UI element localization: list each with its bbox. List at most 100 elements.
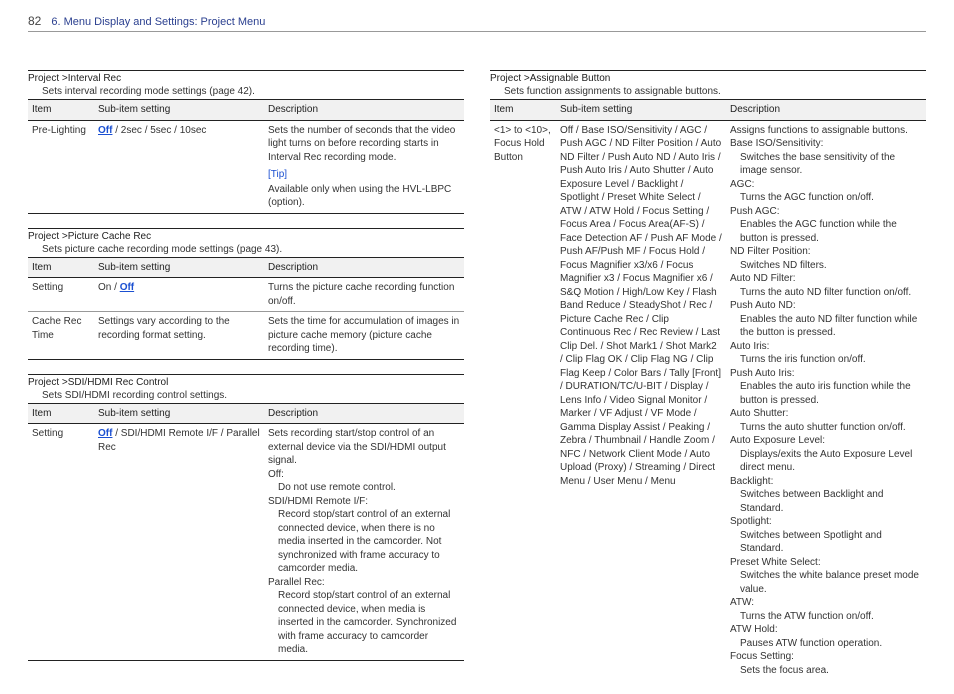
desc-text: Sets the number of seconds that the vide…	[268, 125, 455, 163]
desc-body: Enables the auto iris function while the…	[730, 380, 922, 407]
cell-desc: Assigns functions to assignable buttons.…	[726, 120, 926, 680]
desc-label: ATW Hold:	[730, 624, 778, 635]
desc-label: Base ISO/Sensitivity:	[730, 138, 823, 149]
desc-label: Push Auto ND:	[730, 300, 796, 311]
desc-text: Assigns functions to assignable buttons.	[730, 125, 908, 136]
table-header: Item Sub-item setting Description	[28, 100, 464, 120]
table-header: Item Sub-item setting Description	[28, 404, 464, 424]
desc-body: Enables the AGC function while the butto…	[730, 218, 922, 245]
cell-item: <1> to <10>, Focus Hold Button	[490, 120, 556, 680]
content-columns: Project >Interval Rec Sets interval reco…	[28, 70, 926, 694]
manual-page: 82 6. Menu Display and Settings: Project…	[0, 0, 954, 675]
desc-label: Parallel Rec:	[268, 577, 325, 588]
section-subtitle: Sets picture cache recording mode settin…	[28, 243, 464, 258]
desc-label: Spotlight:	[730, 516, 772, 527]
desc-body: Record stop/start control of an external…	[268, 589, 460, 657]
table-header: Item Sub-item setting Description	[28, 258, 464, 278]
cell-desc: Sets the time for accumulation of images…	[264, 312, 464, 360]
cell-item: Pre-Lighting	[28, 120, 94, 213]
tip-body: Available only when using the HVL-LBPC (…	[268, 183, 460, 210]
col-desc: Description	[264, 404, 464, 424]
section-sdihdmi: Project >SDI/HDMI Rec Control Sets SDI/H…	[28, 374, 464, 661]
table-row: Setting On / Off Turns the picture cache…	[28, 278, 464, 312]
left-column: Project >Interval Rec Sets interval reco…	[28, 70, 464, 694]
desc-label: ATW:	[730, 597, 754, 608]
cell-desc: Sets recording start/stop control of an …	[264, 424, 464, 661]
col-item: Item	[28, 258, 94, 278]
section-picture-cache: Project >Picture Cache Rec Sets picture …	[28, 228, 464, 360]
menu-table: Item Sub-item setting Description Settin…	[28, 258, 464, 360]
desc-body: Switches the white balance preset mode v…	[730, 569, 922, 596]
table-header: Item Sub-item setting Description	[490, 100, 926, 120]
desc-label: ND Filter Position:	[730, 246, 811, 257]
desc-label: Auto Iris:	[730, 341, 769, 352]
col-sub: Sub-item setting	[556, 100, 726, 120]
tip-label: [Tip]	[268, 168, 460, 182]
page-title: 6. Menu Display and Settings: Project Me…	[51, 16, 265, 28]
desc-body: Do not use remote control.	[268, 481, 460, 495]
col-item: Item	[490, 100, 556, 120]
col-desc: Description	[264, 100, 464, 120]
options: On /	[98, 282, 120, 293]
desc-label: Preset White Select:	[730, 557, 821, 568]
desc-label: Push AGC:	[730, 206, 779, 217]
cell-sub: Settings vary according to the recording…	[94, 312, 264, 360]
desc-body: Turns the iris function on/off.	[730, 353, 922, 367]
desc-body: Turns the ATW function on/off.	[730, 610, 922, 624]
options: / 2sec / 5sec / 10sec	[112, 125, 206, 136]
cell-desc: Sets the number of seconds that the vide…	[264, 120, 464, 213]
desc-body: Turns the auto shutter function on/off.	[730, 421, 922, 435]
col-desc: Description	[726, 100, 926, 120]
desc-label: Auto Shutter:	[730, 408, 788, 419]
default-option: Off	[98, 428, 112, 439]
desc-body: Switches ND filters.	[730, 259, 922, 273]
desc-label: Backlight:	[730, 476, 773, 487]
page-header: 82 6. Menu Display and Settings: Project…	[28, 14, 926, 32]
desc-body: Switches the base sensitivity of the ima…	[730, 151, 922, 178]
section-title: Project >Picture Cache Rec	[28, 228, 464, 243]
desc-label: SDI/HDMI Remote I/F:	[268, 496, 368, 507]
desc-label: AGC:	[730, 179, 754, 190]
menu-table: Item Sub-item setting Description Settin…	[28, 404, 464, 661]
section-subtitle: Sets interval recording mode settings (p…	[28, 85, 464, 100]
desc-text: Sets recording start/stop control of an …	[268, 428, 446, 466]
section-title: Project >SDI/HDMI Rec Control	[28, 374, 464, 389]
table-row: Pre-Lighting Off / 2sec / 5sec / 10sec S…	[28, 120, 464, 213]
page-number: 82	[28, 14, 41, 28]
cell-sub: Off / Base ISO/Sensitivity / AGC / Push …	[556, 120, 726, 680]
col-sub: Sub-item setting	[94, 258, 264, 278]
section-assignable: Project >Assignable Button Sets function…	[490, 70, 926, 680]
section-subtitle: Sets function assignments to assignable …	[490, 85, 926, 100]
desc-body: Turns the AGC function on/off.	[730, 191, 922, 205]
col-sub: Sub-item setting	[94, 404, 264, 424]
cell-sub: Off / 2sec / 5sec / 10sec	[94, 120, 264, 213]
cell-item: Setting	[28, 278, 94, 312]
right-column: Project >Assignable Button Sets function…	[490, 70, 926, 694]
desc-body: Turns the auto ND filter function on/off…	[730, 286, 922, 300]
table-row: Setting Off / SDI/HDMI Remote I/F / Para…	[28, 424, 464, 661]
desc-body: Displays/exits the Auto Exposure Level d…	[730, 448, 922, 475]
section-subtitle: Sets SDI/HDMI recording control settings…	[28, 389, 464, 404]
section-interval-rec: Project >Interval Rec Sets interval reco…	[28, 70, 464, 214]
section-title: Project >Interval Rec	[28, 70, 464, 85]
col-item: Item	[28, 100, 94, 120]
table-row: <1> to <10>, Focus Hold Button Off / Bas…	[490, 120, 926, 680]
desc-body: Pauses ATW function operation.	[730, 637, 922, 651]
table-row: Cache Rec Time Settings vary according t…	[28, 312, 464, 360]
cell-item: Setting	[28, 424, 94, 661]
col-sub: Sub-item setting	[94, 100, 264, 120]
desc-label: Push Auto Iris:	[730, 368, 794, 379]
cell-sub: On / Off	[94, 278, 264, 312]
cell-item: Cache Rec Time	[28, 312, 94, 360]
desc-label: Auto ND Filter:	[730, 273, 796, 284]
desc-label: Auto Exposure Level:	[730, 435, 825, 446]
desc-body: Enables the auto ND filter function whil…	[730, 313, 922, 340]
menu-table: Item Sub-item setting Description <1> to…	[490, 100, 926, 680]
desc-body: Record stop/start control of an external…	[268, 508, 460, 576]
desc-body: Switches between Backlight and Standard.	[730, 488, 922, 515]
desc-label: Focus Setting:	[730, 651, 794, 662]
cell-sub: Off / SDI/HDMI Remote I/F / Parallel Rec	[94, 424, 264, 661]
col-item: Item	[28, 404, 94, 424]
desc-label: Off:	[268, 469, 284, 480]
section-title: Project >Assignable Button	[490, 70, 926, 85]
